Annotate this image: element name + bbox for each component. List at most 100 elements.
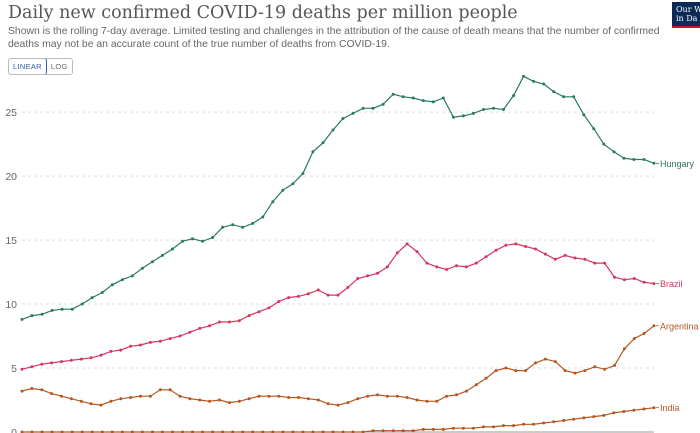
data-point bbox=[130, 274, 134, 278]
owid-logo[interactable]: Our W in Da bbox=[672, 2, 700, 28]
data-point bbox=[391, 429, 395, 433]
data-point bbox=[482, 425, 485, 429]
data-point bbox=[632, 277, 636, 280]
data-point bbox=[211, 430, 215, 433]
data-point bbox=[602, 142, 606, 146]
data-point bbox=[421, 427, 425, 431]
data-point bbox=[461, 114, 465, 118]
data-point bbox=[425, 399, 429, 403]
data-point bbox=[431, 100, 435, 104]
data-point bbox=[401, 429, 405, 433]
data-point bbox=[385, 394, 389, 398]
data-point bbox=[281, 430, 285, 433]
data-point bbox=[632, 158, 636, 161]
data-point bbox=[30, 430, 34, 433]
data-point bbox=[563, 369, 567, 373]
linear-scale-button[interactable]: LINEAR bbox=[8, 59, 47, 74]
data-point bbox=[431, 427, 435, 431]
data-point bbox=[512, 424, 516, 428]
data-point bbox=[642, 407, 646, 411]
data-point bbox=[158, 388, 162, 392]
data-point bbox=[168, 388, 172, 392]
data-point bbox=[341, 117, 345, 120]
data-point bbox=[484, 255, 488, 259]
data-point bbox=[435, 265, 439, 269]
data-point bbox=[321, 141, 325, 145]
data-point bbox=[160, 430, 164, 433]
data-point bbox=[455, 393, 458, 397]
y-tick-label: 0 bbox=[11, 427, 17, 433]
scale-toggle: LINEAR LOG bbox=[8, 58, 73, 75]
data-point bbox=[331, 128, 335, 132]
data-point bbox=[171, 430, 174, 433]
data-point bbox=[622, 410, 626, 413]
data-point bbox=[504, 243, 508, 247]
data-point bbox=[602, 413, 606, 417]
data-point bbox=[257, 394, 261, 398]
data-point bbox=[140, 266, 144, 270]
data-point bbox=[40, 388, 44, 392]
log-scale-button[interactable]: LOG bbox=[50, 62, 68, 71]
data-point bbox=[79, 399, 83, 403]
data-point bbox=[573, 371, 577, 375]
data-point bbox=[603, 261, 607, 265]
data-point bbox=[140, 430, 144, 433]
data-point bbox=[221, 430, 225, 433]
chart-subtitle: Shown is the rolling 7-day average. Limi… bbox=[8, 26, 660, 50]
data-point bbox=[99, 353, 103, 357]
data-point bbox=[445, 268, 449, 271]
data-point bbox=[455, 264, 458, 268]
data-point bbox=[139, 394, 142, 398]
data-point bbox=[306, 397, 310, 401]
series-line bbox=[21, 325, 655, 406]
data-point bbox=[208, 324, 212, 328]
data-point bbox=[158, 339, 162, 343]
data-point bbox=[502, 424, 505, 428]
data-point bbox=[261, 215, 265, 219]
data-point bbox=[632, 337, 636, 341]
data-point bbox=[198, 326, 202, 330]
series-group bbox=[20, 74, 656, 433]
logo-text-1: Our W bbox=[676, 5, 700, 14]
data-point bbox=[50, 308, 54, 312]
data-point bbox=[311, 430, 315, 433]
data-point bbox=[494, 369, 498, 373]
data-point bbox=[573, 256, 577, 260]
data-point bbox=[231, 430, 235, 433]
data-point bbox=[464, 389, 468, 393]
series-brazil bbox=[20, 242, 656, 371]
data-point bbox=[160, 253, 164, 257]
data-point bbox=[532, 79, 536, 83]
data-point bbox=[110, 430, 114, 433]
data-point bbox=[257, 310, 261, 314]
data-point bbox=[361, 106, 365, 110]
data-point bbox=[148, 340, 152, 344]
data-point bbox=[188, 397, 192, 401]
data-point bbox=[60, 430, 64, 433]
data-point bbox=[129, 344, 133, 348]
data-point bbox=[504, 366, 508, 370]
y-tick-label: 15 bbox=[5, 235, 17, 247]
data-point bbox=[281, 188, 285, 192]
logo-bar bbox=[672, 26, 700, 28]
data-point bbox=[287, 396, 291, 399]
data-point bbox=[336, 403, 340, 407]
data-point bbox=[642, 158, 646, 161]
data-point bbox=[326, 402, 330, 406]
data-point bbox=[366, 274, 370, 278]
data-point bbox=[261, 430, 265, 433]
data-point bbox=[474, 261, 478, 265]
chart-title: Daily new confirmed COVID-19 deaths per … bbox=[8, 3, 518, 23]
data-point bbox=[405, 396, 409, 399]
series-hungary bbox=[20, 74, 656, 321]
data-point bbox=[381, 102, 385, 106]
data-point bbox=[70, 430, 74, 433]
data-point bbox=[40, 312, 44, 316]
y-tick-label: 20 bbox=[5, 171, 17, 183]
data-point bbox=[593, 365, 597, 369]
data-point bbox=[415, 250, 419, 254]
data-point bbox=[178, 394, 182, 398]
data-point bbox=[351, 430, 355, 433]
data-point bbox=[30, 365, 34, 369]
data-point bbox=[572, 95, 576, 99]
